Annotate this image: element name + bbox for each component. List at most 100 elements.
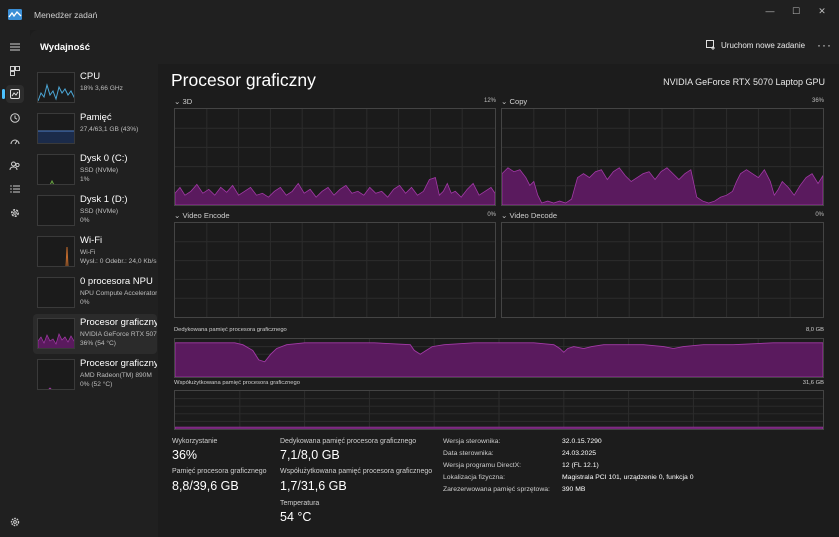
hamburger-menu-button[interactable]: [6, 38, 24, 56]
npu-thumbnail: [37, 277, 75, 308]
device-npu[interactable]: 0 procesora NPU NPU Compute Accelerator …: [33, 273, 157, 313]
temperature-value: 54 °C: [280, 510, 312, 524]
temperature-label: Temperatura: [280, 500, 320, 507]
device-cpu[interactable]: CPU 18% 3,66 GHz: [33, 68, 157, 108]
device-detail: 27,4/63,1 GB (43%): [80, 126, 139, 133]
run-new-task-button[interactable]: Uruchom nowe zadanie: [706, 40, 805, 50]
device-usage: 36% (54 °C): [80, 340, 116, 347]
history-icon: [10, 113, 20, 123]
physical-location-value: Magistrala PCI 101, urządzenie 0, funkcj…: [562, 474, 694, 481]
nav-services[interactable]: [6, 204, 24, 222]
nav-details[interactable]: [6, 180, 24, 198]
page-header: Wydajność Uruchom nowe zadanie ···: [30, 30, 839, 64]
nav-users[interactable]: [6, 157, 24, 175]
directx-version-label: Wersja programu DirectX:: [443, 462, 522, 469]
disk-thumbnail: [37, 154, 75, 185]
nav-performance[interactable]: [2, 85, 24, 103]
device-name: Wi-Fi: [80, 235, 103, 246]
dedicated-memory-graph-label: Dedykowana pamięć procesora graficznego: [174, 327, 287, 333]
graph-decode-percent: 0%: [815, 212, 824, 218]
nav-processes[interactable]: [6, 62, 24, 80]
device-disk-0[interactable]: Dysk 0 (C:) SSD (NVMe) 1%: [33, 150, 157, 190]
reserved-memory-label: Zarezerwowana pamięć sprzętowa:: [443, 486, 550, 493]
graph-decode-label[interactable]: ⌄ Video Decode: [501, 211, 558, 220]
gpu-model-name: NVIDIA GeForce RTX 5070 Laptop GPU: [663, 77, 825, 87]
device-gpu-0[interactable]: Procesor graficzny NVIDIA GeForce RTX 50…: [33, 314, 157, 354]
close-button[interactable]: ✕: [818, 6, 826, 16]
nav-app-history[interactable]: [6, 109, 24, 127]
dedicated-memory-value: 7,1/8,0 GB: [280, 448, 340, 462]
device-gpu-1[interactable]: Procesor graficzny AMD Radeon(TM) 890M 0…: [33, 355, 157, 395]
page-title: Wydajność: [40, 42, 90, 53]
new-task-icon: [706, 40, 715, 50]
device-disk-1[interactable]: Dysk 1 (D:) SSD (NVMe) 0%: [33, 191, 157, 231]
speedometer-icon: [10, 139, 20, 145]
device-wifi[interactable]: Wi-Fi Wi-Fi Wysł.: 0 Odebr.: 24,0 Kb/s: [33, 232, 157, 272]
wifi-thumbnail: [37, 236, 75, 267]
users-icon: [9, 161, 20, 171]
reserved-memory-value: 390 MB: [562, 486, 586, 493]
device-usage: 1%: [80, 176, 90, 183]
device-memory[interactable]: Pamięć 27,4/63,1 GB (43%): [33, 109, 157, 149]
gpu-memory-value: 8,8/39,6 GB: [172, 479, 239, 493]
driver-date-value: 24.03.2025: [562, 450, 597, 457]
task-manager-icon: [8, 9, 22, 20]
device-detail: 18% 3,66 GHz: [80, 85, 123, 92]
title-bar: Menedżer zadań — ☐ ✕: [0, 0, 839, 30]
graph-copy-label[interactable]: ⌄ Copy: [501, 97, 528, 106]
dedicated-memory-label: Dedykowana pamięć procesora graficznego: [280, 438, 417, 445]
graph-dedicated-memory: [174, 338, 824, 378]
navigation-rail: [0, 30, 30, 537]
device-list: CPU 18% 3,66 GHz Pamięć 27,4/63,1 GB (43…: [30, 64, 158, 537]
directx-version-value: 12 (FL 12.1): [562, 462, 599, 469]
minimize-button[interactable]: —: [765, 6, 775, 16]
graph-encode-percent: 0%: [487, 212, 496, 218]
run-new-task-label: Uruchom nowe zadanie: [721, 40, 806, 50]
device-detail: SSD (NVMe): [80, 167, 119, 174]
nav-startup-apps[interactable]: [6, 133, 24, 151]
driver-version-value: 32.0.15.7290: [562, 438, 602, 445]
gpu-performance-panel: Procesor graficzny NVIDIA GeForce RTX 50…: [158, 64, 839, 537]
graph-encode-label[interactable]: ⌄ Video Encode: [174, 211, 230, 220]
memory-thumbnail: [37, 113, 75, 144]
physical-location-label: Lokalizacja fizyczna:: [443, 474, 505, 481]
device-detail: NPU Compute Accelerator: [80, 290, 157, 297]
window-title: Menedżer zadań: [34, 10, 98, 20]
graph-video-decode: [501, 222, 824, 318]
graph-shared-memory: [174, 390, 824, 430]
device-name: Procesor graficzny: [80, 358, 157, 369]
processes-icon: [10, 66, 20, 76]
device-usage: 0% (52 °C): [80, 381, 113, 388]
hamburger-icon: [10, 43, 20, 51]
device-name: Dysk 1 (D:): [80, 194, 128, 205]
device-detail: SSD (NVMe): [80, 208, 119, 215]
shared-memory-graph-max: 31,6 GB: [802, 380, 824, 386]
graph-3d-percent: 12%: [483, 98, 496, 104]
device-name: Pamięć: [80, 112, 112, 123]
device-name: 0 procesora NPU: [80, 276, 153, 287]
maximize-button[interactable]: ☐: [791, 6, 801, 16]
cpu-thumbnail: [37, 72, 75, 103]
graph-video-encode: [174, 222, 496, 318]
list-icon: [10, 185, 20, 193]
device-detail: NVIDIA GeForce RTX 5070: [80, 331, 157, 338]
dedicated-memory-graph-max: 8,0 GB: [805, 327, 824, 333]
gpu-memory-label: Pamięć procesora graficznego: [172, 468, 267, 475]
device-detail: AMD Radeon(TM) 890M: [80, 372, 152, 379]
gpu-thumbnail: [37, 359, 75, 390]
device-name: Dysk 0 (C:): [80, 153, 128, 164]
disk-thumbnail: [37, 195, 75, 226]
device-name: Procesor graficzny: [80, 317, 157, 328]
shared-memory-graph-label: Współużytkowana pamięć procesora graficz…: [174, 380, 300, 386]
nav-settings[interactable]: [6, 513, 24, 531]
more-options-button[interactable]: ···: [817, 38, 832, 52]
device-usage: Wysł.: 0 Odebr.: 24,0 Kb/s: [80, 258, 157, 265]
gpu-thumbnail: [37, 318, 75, 349]
gear-icon: [10, 517, 20, 527]
device-name: CPU: [80, 71, 101, 82]
utilization-label: Wykorzystanie: [172, 438, 218, 445]
services-icon: [10, 208, 20, 218]
graph-3d-label[interactable]: ⌄ 3D: [174, 97, 193, 106]
device-detail: Wi-Fi: [80, 249, 96, 256]
shared-memory-value: 1,7/31,6 GB: [280, 479, 347, 493]
